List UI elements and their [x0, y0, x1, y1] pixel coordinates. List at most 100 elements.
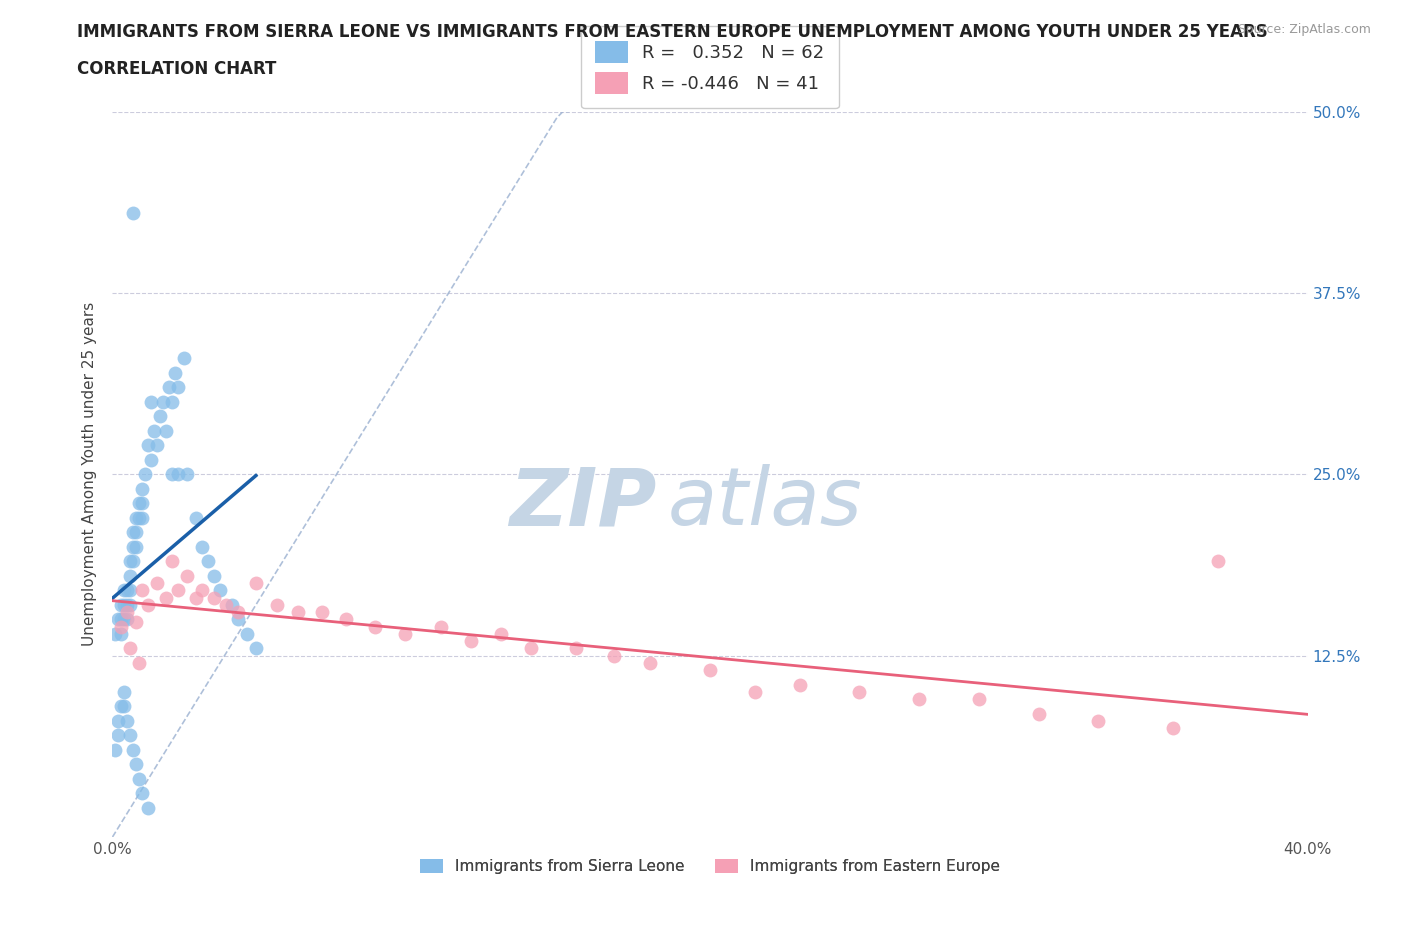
Point [245, 576, 267, 591]
Point [104, 627, 127, 642]
Point [122, 206, 145, 220]
Point [1087, 713, 1109, 728]
Point [157, 379, 180, 394]
Point [162, 467, 183, 482]
Point [489, 627, 512, 642]
Point [848, 684, 870, 699]
Point [131, 496, 153, 511]
Point [221, 597, 243, 612]
Point [117, 583, 139, 598]
Point [245, 641, 267, 656]
Point [107, 612, 129, 627]
Point [640, 656, 662, 671]
Point [131, 482, 153, 497]
Point [110, 597, 132, 612]
Legend: Immigrants from Sierra Leone, Immigrants from Eastern Europe: Immigrants from Sierra Leone, Immigrants… [413, 853, 1007, 880]
Text: Source: ZipAtlas.com: Source: ZipAtlas.com [1237, 23, 1371, 36]
Point [603, 648, 626, 663]
Point [699, 663, 721, 678]
Point [128, 656, 150, 671]
Point [744, 684, 766, 699]
Point [149, 409, 172, 424]
Text: CORRELATION CHART: CORRELATION CHART [77, 60, 277, 78]
Point [131, 511, 153, 525]
Point [155, 423, 177, 438]
Point [176, 568, 198, 583]
Point [165, 365, 187, 380]
Point [128, 772, 150, 787]
Point [364, 619, 387, 634]
Point [311, 604, 333, 619]
Text: IMMIGRANTS FROM SIERRA LEONE VS IMMIGRANTS FROM EASTERN EUROPE UNEMPLOYMENT AMON: IMMIGRANTS FROM SIERRA LEONE VS IMMIGRAN… [77, 23, 1268, 41]
Point [122, 525, 145, 539]
Point [167, 379, 190, 394]
Point [202, 568, 225, 583]
Point [215, 597, 238, 612]
Point [138, 438, 160, 453]
Point [131, 583, 153, 598]
Point [120, 554, 142, 569]
Point [117, 597, 139, 612]
Point [107, 728, 129, 743]
Point [1161, 721, 1184, 736]
Point [110, 699, 132, 714]
Point [125, 615, 148, 630]
Point [134, 467, 156, 482]
Text: ZIP: ZIP [509, 464, 657, 542]
Point [110, 612, 132, 627]
Point [125, 525, 148, 539]
Point [114, 699, 135, 714]
Point [117, 612, 139, 627]
Point [110, 619, 132, 634]
Point [191, 583, 214, 598]
Point [122, 539, 145, 554]
Text: atlas: atlas [668, 464, 863, 542]
Y-axis label: Unemployment Among Youth under 25 years: Unemployment Among Youth under 25 years [82, 302, 97, 646]
Point [128, 496, 150, 511]
Point [110, 627, 132, 642]
Point [141, 394, 163, 409]
Point [128, 511, 150, 525]
Point [122, 742, 145, 757]
Point [125, 539, 148, 554]
Point [520, 641, 543, 656]
Point [146, 438, 169, 453]
Point [967, 692, 990, 707]
Point [226, 604, 249, 619]
Point [120, 597, 142, 612]
Point [564, 641, 586, 656]
Point [131, 786, 153, 801]
Point [1028, 706, 1050, 721]
Point [176, 467, 198, 482]
Point [114, 684, 135, 699]
Point [173, 351, 195, 365]
Point [394, 627, 416, 642]
Point [191, 539, 214, 554]
Point [162, 394, 183, 409]
Point [138, 801, 160, 816]
Point [266, 597, 288, 612]
Point [197, 554, 219, 569]
Point [138, 597, 160, 612]
Point [117, 713, 139, 728]
Point [287, 604, 309, 619]
Point [186, 591, 208, 605]
Point [146, 576, 169, 591]
Point [152, 394, 174, 409]
Point [202, 591, 225, 605]
Point [120, 568, 142, 583]
Point [143, 423, 166, 438]
Point [335, 612, 357, 627]
Point [186, 511, 208, 525]
Point [167, 583, 190, 598]
Point [114, 612, 135, 627]
Point [114, 597, 135, 612]
Point [117, 604, 139, 619]
Point [789, 677, 811, 692]
Point [162, 554, 183, 569]
Point [236, 627, 259, 642]
Point [1206, 554, 1229, 569]
Point [107, 713, 129, 728]
Point [120, 583, 142, 598]
Point [141, 452, 163, 467]
